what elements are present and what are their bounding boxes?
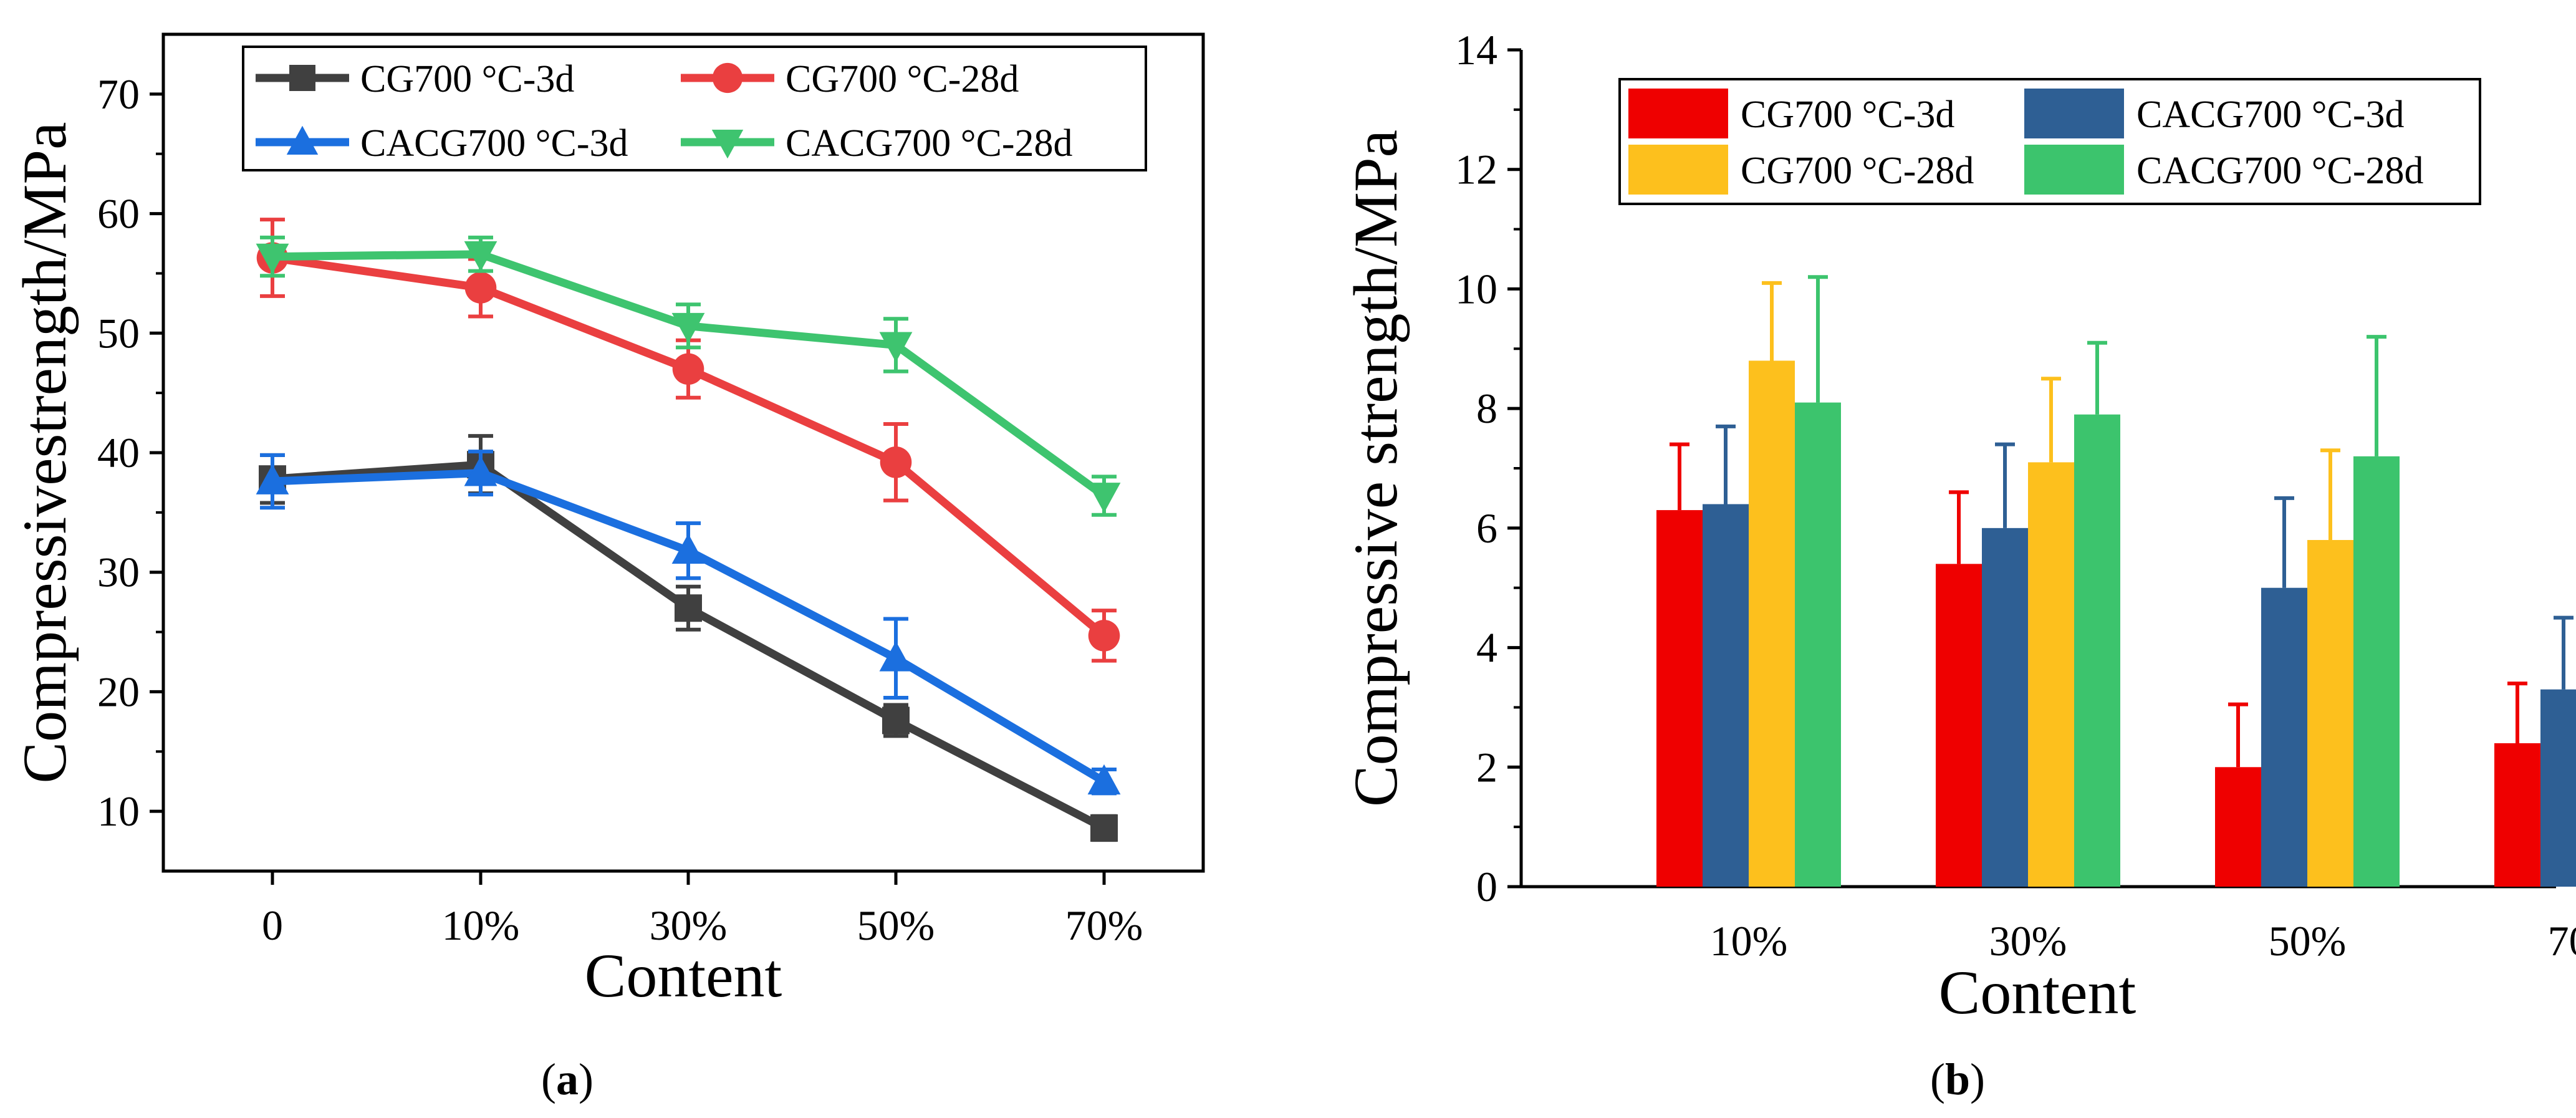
panel-b-chart: 0 2 4 6 8 10 12 14 10% 30% 50% 70% Compressive str… <box>1341 26 2576 1104</box>
panel-a-series-line <box>272 460 1106 832</box>
panel-a-data-point <box>671 312 705 344</box>
panel-a-data-point <box>464 456 497 486</box>
panel-b-y-tick-label: 12 <box>1455 146 1497 193</box>
panel-b-bar <box>1936 564 1982 887</box>
panel-b-x-tick-label: 70% <box>2548 917 2576 965</box>
panel-a-x-tick-label: 10% <box>442 902 520 949</box>
panel-a-x-tick-label: 50% <box>857 902 935 949</box>
panel-b-legend: CG700 °C-3d CACG700 °C-3d CG700 °C-28d CACG… <box>1618 78 2481 205</box>
panel-a-caption: (a) <box>541 1054 594 1104</box>
panel-a-legend-marker <box>286 125 319 155</box>
panel-a-x-tick-label: 70% <box>1065 902 1143 949</box>
panel-a-y-tick-label: 60 <box>97 190 140 238</box>
panel-a-y-tick-label: 70 <box>97 70 140 118</box>
panel-b-series-1 <box>1703 424 2576 887</box>
panel-b-y-tick-label: 4 <box>1476 624 1497 672</box>
panel-b-bar <box>2494 743 2540 887</box>
panel-a-data-point <box>879 332 913 362</box>
panel-a-legend-label: CACG700 °C-3d <box>360 122 628 165</box>
panel-b-x-tick-label: 10% <box>1710 917 1788 965</box>
panel-a-data-point <box>671 533 705 564</box>
panel-b-x-axis-label: Content <box>1939 958 2136 1027</box>
panel-a-data-point <box>675 594 702 622</box>
panel-b-series-3 <box>1795 275 2400 887</box>
panel-b-x-tick-label: 30% <box>1989 917 2067 965</box>
panel-a-x-axis-label: Content <box>585 941 782 1010</box>
panel-b-bar <box>2540 689 2576 887</box>
panel-a-legend-label: CG700 °C-3d <box>360 58 574 100</box>
panel-a-legend-box <box>242 46 1147 171</box>
panel-a-series-0 <box>259 434 1118 842</box>
panel-b-legend-label: CACG700 °C-28d <box>2136 150 2424 192</box>
panel-b-bar <box>2074 414 2120 887</box>
panel-a-y-tick-label: 50 <box>97 309 140 357</box>
panel-b-y-axis-label: Compressive strength/MPa <box>1341 130 1410 807</box>
panel-a-data-point <box>879 641 913 672</box>
panel-a-legend-marker <box>289 65 315 91</box>
panel-b-legend-swatch <box>1628 145 1728 195</box>
panel-b-legend-swatch <box>2024 145 2124 195</box>
panel-b-legend-label: CG700 °C-3d <box>1741 94 1954 136</box>
panel-b-y-tick-label: 6 <box>1476 504 1497 552</box>
panel-b-caption: (b) <box>1930 1054 1985 1104</box>
panel-b-y-tick-label: 0 <box>1476 863 1497 910</box>
panel-a-chart: 10 20 30 40 50 60 70 0 10% 30% 50% 70% Compressive… <box>10 32 1205 1104</box>
panel-a-legend: CG700 °C-3d CG700 °C-28d CACG700 °C-3d CACG… <box>242 46 1147 171</box>
panel-b-bar <box>2261 587 2307 887</box>
panel-a-x-tick-label: 30% <box>650 902 728 949</box>
panel-a-series-2 <box>256 450 1121 796</box>
panel-b-bar <box>1982 528 2028 887</box>
panel-b-legend-swatch <box>1628 89 1728 138</box>
panel-b-series-2 <box>1749 281 2353 887</box>
panel-a-y-tick-label: 10 <box>97 788 140 835</box>
panel-b-bar <box>2215 767 2261 887</box>
panel-a-data-point <box>1087 483 1121 513</box>
panel-a-legend-label: CG700 °C-28d <box>786 58 1019 100</box>
panel-b-bar <box>1749 360 1795 887</box>
panel-a-y-tick-label: 40 <box>97 429 140 476</box>
panel-b-legend-label: CACG700 °C-3d <box>2136 94 2405 136</box>
panel-a-y-axis-label: Compressivestrength/MPa <box>10 122 79 783</box>
panel-b-x-tick-label: 50% <box>2269 917 2347 965</box>
panel-a-data-point <box>464 241 497 272</box>
panel-a-data-point <box>256 464 289 494</box>
panel-a-legend-marker <box>711 130 744 159</box>
panel-a-data-point <box>1090 814 1118 842</box>
panel-b-bar <box>2307 540 2353 887</box>
panel-b-bar <box>1703 504 1749 887</box>
panel-a-y-tick-label: 30 <box>97 549 140 596</box>
panel-b-y-tick-label: 10 <box>1455 265 1497 312</box>
panel-a-data-point <box>882 706 910 735</box>
panel-b-legend-label: CG700 °C-28d <box>1741 150 1974 192</box>
panel-a-legend-marker <box>712 62 743 94</box>
panel-a-data-point <box>672 353 704 385</box>
panel-b-y-tick-label: 8 <box>1476 385 1497 432</box>
panel-b-bar <box>1795 402 1841 887</box>
panel-b-y-tick-label: 2 <box>1476 743 1497 791</box>
panel-b-bar <box>2353 456 2400 887</box>
panel-b-legend-swatch <box>2024 89 2124 138</box>
panel-b-y-tick-label: 14 <box>1455 26 1497 74</box>
panel-a-data-point <box>1088 620 1120 652</box>
panel-b-series-0 <box>1656 442 2540 887</box>
panel-a-series-3 <box>256 235 1121 517</box>
panel-a-data-point <box>464 272 497 304</box>
panel-a-data-point <box>880 446 912 478</box>
panel-b-bar <box>2028 462 2074 887</box>
panel-a-data-point <box>1087 764 1121 795</box>
panel-a-data-point <box>256 243 289 274</box>
panel-a-y-tick-label: 20 <box>97 668 140 715</box>
panel-b-bar <box>1656 510 1703 887</box>
panel-a-x-tick-label: 0 <box>262 902 283 949</box>
panel-a-legend-label: CACG700 °C-28d <box>786 122 1073 165</box>
